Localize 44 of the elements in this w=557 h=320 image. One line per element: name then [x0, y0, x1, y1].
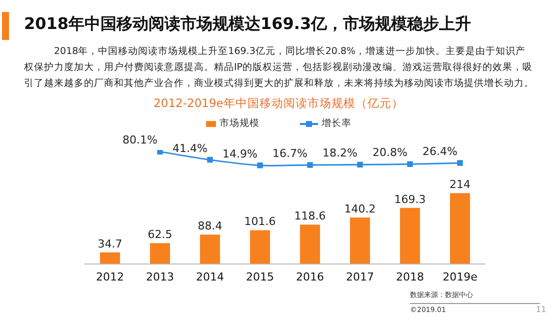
point: [457, 160, 463, 166]
bar: [200, 234, 220, 264]
text: 2018年，中国移动阅读市场规模上升至169.3亿元，同比增长20.8%，增速进一步加快。主要是由于知识产权保护力度加大，用户付费阅读意愿提高。精品IP的版权运营，包括影视剧动漫改编、游戏运营取得很好的效果，吸引了越来越多的厂商和其他产业合作，商业模式得到更大的扩展和释放，未来将持续为移动阅读市场提供增长动力。: [24, 45, 534, 91]
point: [257, 162, 263, 168]
x-tick-label: 2014: [196, 270, 224, 284]
point: [157, 150, 163, 155]
legend-label: 市场规模: [220, 117, 260, 130]
data-label: 101.6: [244, 215, 276, 228]
point: [307, 162, 313, 168]
bar: [350, 217, 370, 264]
point: [407, 161, 413, 168]
data-label: 18.2%: [322, 146, 358, 160]
data-label: 34.7: [98, 237, 122, 250]
data-label: 140.2: [344, 202, 376, 216]
chart-subtitle: 2012-2019e年中国移动阅读市场规模（亿元）: [152, 96, 404, 111]
text: 11: [536, 305, 546, 314]
bar: [400, 208, 420, 264]
data-label: 20.8%: [372, 146, 408, 160]
bar: [100, 252, 120, 264]
x-tick-label: 2012: [96, 270, 124, 284]
data-label: 118.6: [294, 210, 326, 223]
bar: [450, 193, 470, 264]
x-tick-label: 2016: [296, 270, 324, 284]
data-label: 62.5: [148, 228, 172, 242]
data-label: 80.1%: [122, 134, 158, 147]
point: [357, 162, 363, 168]
bar: [250, 230, 270, 264]
bar: [150, 243, 170, 264]
data-label: 41.4%: [172, 142, 208, 155]
data-label: 169.3: [394, 192, 426, 206]
x-tick-label: 2015: [246, 270, 274, 284]
chart-title: 2018年中国移动阅读市场规模达169.3亿，市场规模稳步上升: [24, 14, 472, 35]
bar: [300, 224, 320, 264]
x-tick-label: 2018: [396, 270, 424, 284]
x-tick-label: 2017: [346, 270, 374, 284]
legend-label: 增长率: [322, 117, 352, 130]
data-label: 14.9%: [222, 147, 258, 160]
data-label: 88.4: [198, 220, 222, 233]
x-tick-label: 2013: [146, 270, 174, 284]
data-label: 214: [450, 178, 470, 192]
data-label: 26.4%: [422, 144, 458, 158]
x-tick-label: 2019e: [442, 270, 478, 284]
data-label: 16.7%: [272, 146, 308, 160]
point: [207, 156, 213, 163]
